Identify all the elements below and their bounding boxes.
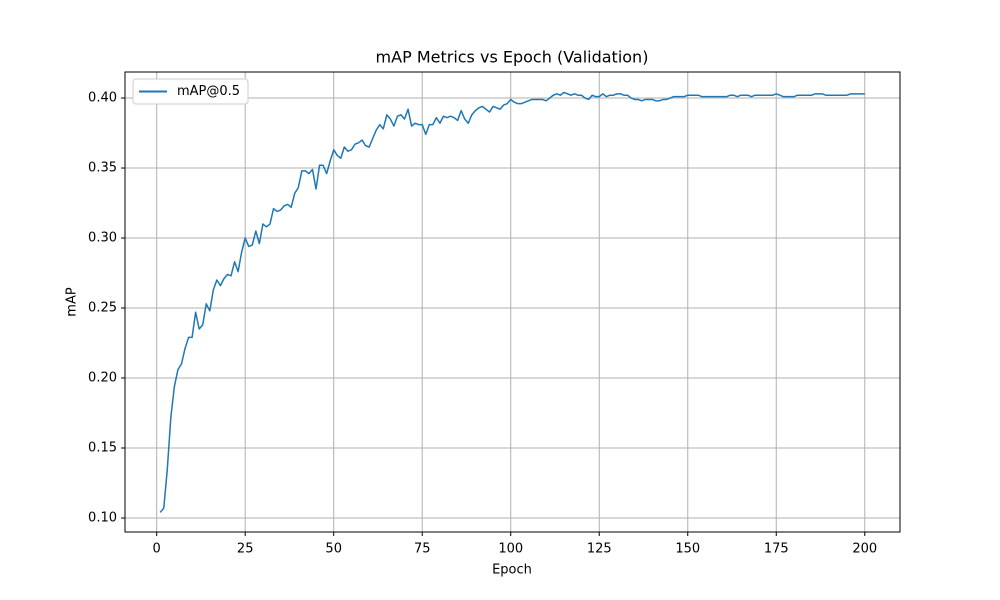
y-tick-label: 0.25: [88, 301, 117, 316]
x-axis-label: Epoch: [492, 563, 532, 578]
x-tick-label: 75: [414, 542, 431, 557]
y-tick-label: 0.35: [88, 161, 117, 176]
legend-box: [132, 78, 249, 105]
x-tick-label: 175: [764, 542, 789, 557]
data-line: [159, 91, 865, 513]
chart-title: mAP Metrics vs Epoch (Validation): [376, 48, 649, 67]
legend-label: mAP@0.5: [177, 84, 240, 99]
y-tick-label: 0.30: [88, 231, 117, 246]
x-tick-label: 150: [675, 542, 700, 557]
plot-frame: [124, 71, 901, 533]
y-tick-label: 0.40: [88, 91, 117, 106]
y-tick-label: 0.15: [88, 441, 117, 456]
x-tick-label: 200: [852, 542, 877, 557]
x-tick-label: 0: [153, 542, 161, 557]
x-tick-label: 50: [325, 542, 342, 557]
x-tick-label: 25: [237, 542, 254, 557]
x-tick-label: 125: [587, 542, 612, 557]
x-tick-label: 100: [498, 542, 523, 557]
y-tick-label: 0.20: [88, 371, 117, 386]
y-axis-label: mAP: [65, 287, 80, 317]
y-tick-label: 0.10: [88, 511, 117, 526]
